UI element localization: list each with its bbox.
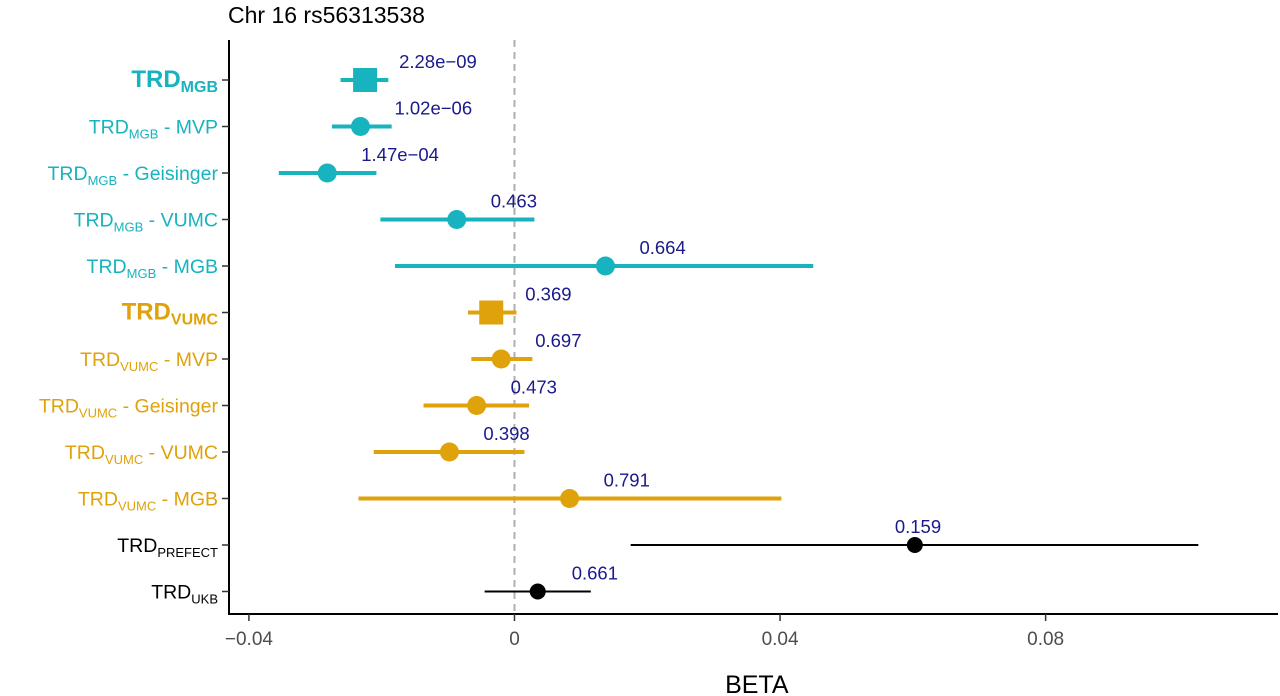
row-label: TRDPREFECT xyxy=(117,535,218,560)
x-axis-title: BETA xyxy=(725,671,789,696)
p-value-label: 0.473 xyxy=(511,377,557,398)
row-label: TRDVUMC - MGB xyxy=(78,489,218,514)
row-label-main: TRD xyxy=(131,66,180,93)
row-label-subscript: PREFECT xyxy=(157,545,218,560)
row-label-subscript: MGB xyxy=(129,127,159,142)
estimate-point xyxy=(447,210,467,229)
row-label-main: TRD xyxy=(48,163,88,185)
row-label-suffix: - MVP xyxy=(158,349,218,371)
p-value-label: 0.463 xyxy=(491,191,537,212)
x-tick-label: 0 xyxy=(509,629,520,650)
row-label-subscript: VUMC xyxy=(120,359,158,374)
estimate-point xyxy=(906,537,923,553)
row-label: TRDVUMC xyxy=(122,299,219,329)
row-label-main: TRD xyxy=(87,256,127,278)
row-label-main: TRD xyxy=(74,210,114,232)
estimate-point xyxy=(595,256,615,276)
row-label-main: TRD xyxy=(78,489,118,511)
row-label: TRDVUMC - VUMC xyxy=(65,442,218,467)
row-label-suffix: - VUMC xyxy=(143,210,218,232)
p-value-label: 0.664 xyxy=(639,237,685,258)
row-label-subscript: VUMC xyxy=(171,312,219,329)
row-label-subscript: MGB xyxy=(114,220,144,235)
row-label: TRDVUMC - Geisinger xyxy=(39,396,219,421)
p-value-label: 0.398 xyxy=(483,423,529,444)
estimate-point xyxy=(350,117,370,136)
p-value-label: 1.02e−06 xyxy=(394,98,472,119)
row-label-main: TRD xyxy=(89,117,129,139)
estimate-point xyxy=(467,396,487,415)
p-value-label: 0.159 xyxy=(895,516,941,537)
estimate-square xyxy=(479,300,504,325)
row-label-main: TRD xyxy=(39,396,79,418)
row-label-suffix: - Geisinger xyxy=(117,396,218,418)
estimate-square xyxy=(353,68,378,92)
estimate-point xyxy=(529,583,546,600)
row-label-subscript: MGB xyxy=(181,79,218,96)
estimate-point xyxy=(491,349,511,369)
p-value-label: 0.791 xyxy=(604,470,650,491)
row-label-main: TRD xyxy=(122,299,171,326)
row-label-suffix: - Geisinger xyxy=(117,163,218,185)
row-label: TRDUKB xyxy=(151,582,218,607)
row-label-suffix: - MVP xyxy=(158,117,218,139)
p-value-label: 0.661 xyxy=(572,563,618,584)
row-label-subscript: VUMC xyxy=(105,452,143,467)
row-label-main: TRD xyxy=(80,349,120,371)
row-label: TRDMGB xyxy=(131,66,218,96)
row-label-subscript: MGB xyxy=(88,173,118,188)
x-tick-label: 0.04 xyxy=(762,629,799,650)
row-label-main: TRD xyxy=(151,582,191,604)
p-value-label: 0.697 xyxy=(535,330,581,351)
row-label: TRDVUMC - MVP xyxy=(80,349,218,374)
row-label-main: TRD xyxy=(117,535,157,557)
p-value-label: 0.369 xyxy=(525,284,571,305)
row-label: TRDMGB - VUMC xyxy=(74,210,218,235)
row-label-subscript: MGB xyxy=(127,266,157,281)
estimate-point xyxy=(317,163,337,183)
row-label-main: TRD xyxy=(65,442,105,464)
estimate-point xyxy=(439,442,459,462)
x-tick-label: −0.04 xyxy=(225,629,274,650)
x-tick-label: 0.08 xyxy=(1027,629,1064,650)
row-label: TRDMGB - MGB xyxy=(87,256,218,281)
row-label-subscript: VUMC xyxy=(118,499,156,514)
row-label-suffix: - MGB xyxy=(156,489,218,511)
row-label-subscript: UKB xyxy=(191,592,218,607)
chart-title: Chr 16 rs56313538 xyxy=(228,2,425,28)
row-label-suffix: - VUMC xyxy=(143,442,218,464)
row-label-subscript: VUMC xyxy=(79,406,117,421)
p-value-label: 2.28e−09 xyxy=(399,51,477,72)
p-value-label: 1.47e−04 xyxy=(361,144,439,165)
row-label: TRDMGB - Geisinger xyxy=(48,163,219,188)
row-label: TRDMGB - MVP xyxy=(89,117,218,142)
estimate-point xyxy=(560,489,580,508)
row-label-suffix: - MGB xyxy=(156,256,218,278)
